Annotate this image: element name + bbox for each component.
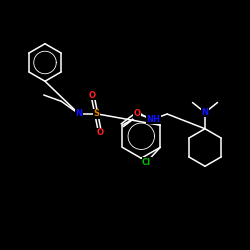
Text: Cl: Cl <box>142 158 151 167</box>
Text: O: O <box>96 128 103 137</box>
Text: O: O <box>134 110 141 118</box>
Text: NH: NH <box>146 114 160 124</box>
Text: S: S <box>93 109 99 118</box>
Text: N: N <box>75 109 82 118</box>
Text: O: O <box>89 90 96 100</box>
Text: N: N <box>202 108 208 117</box>
